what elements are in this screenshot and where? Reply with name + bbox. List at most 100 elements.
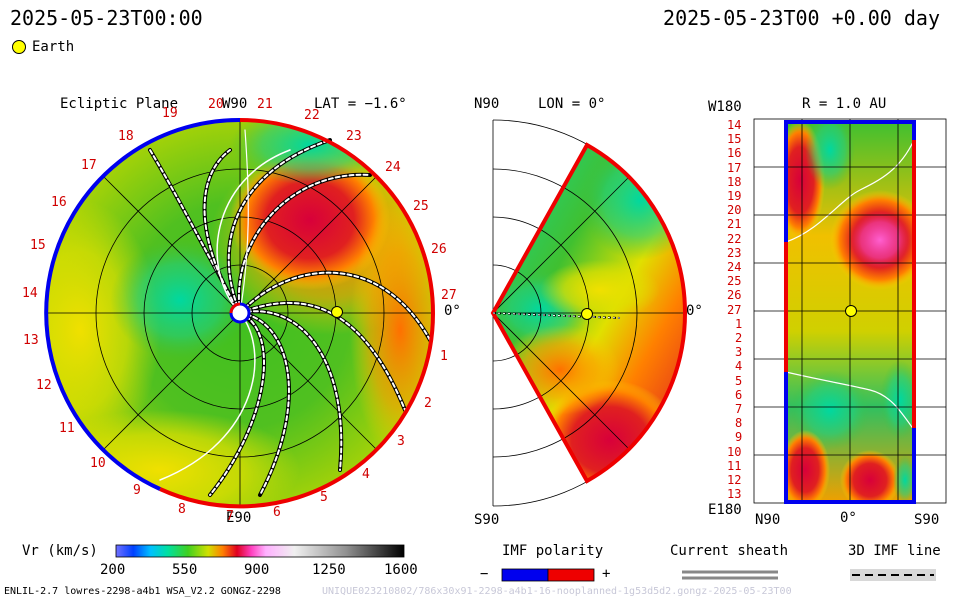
sector-3: 3 bbox=[397, 434, 405, 449]
ecliptic-border-red-lower bbox=[159, 312, 436, 509]
earth-marker-ecliptic bbox=[331, 306, 343, 318]
synoptic-y-label: 24 bbox=[727, 260, 742, 274]
synoptic-y-label: 17 bbox=[727, 160, 742, 175]
sector-16: 16 bbox=[51, 195, 67, 210]
earth-icon bbox=[12, 40, 26, 54]
synoptic-y-label: 12 bbox=[727, 473, 742, 487]
synoptic-y-label: 21 bbox=[727, 217, 742, 232]
ecliptic-top-label: W90 bbox=[222, 96, 248, 112]
synoptic-y-label: 18 bbox=[727, 174, 742, 189]
sector-12: 12 bbox=[36, 378, 52, 393]
synoptic-y-label: 14 bbox=[727, 118, 742, 132]
imf3d-title: 3D IMF line bbox=[848, 543, 941, 559]
sector-14: 14 bbox=[22, 286, 38, 301]
synoptic-y-label: 22 bbox=[727, 231, 742, 246]
synoptic-x-label-s90: S90 bbox=[914, 512, 940, 528]
sector-20: 20 bbox=[208, 97, 224, 112]
imf-minus-label: − bbox=[480, 566, 489, 582]
meridional-right-label: 0° bbox=[686, 303, 703, 319]
sector-9: 9 bbox=[133, 483, 141, 498]
sector-4: 4 bbox=[362, 467, 370, 482]
earth-legend-label: Earth bbox=[32, 39, 75, 55]
meridional-top-label: N90 bbox=[474, 96, 500, 112]
earth-marker-synoptic bbox=[845, 305, 857, 317]
synoptic-y-label: 3 bbox=[735, 345, 743, 360]
sector-1: 1 bbox=[440, 349, 448, 364]
colorbar-tick-1250: 1250 bbox=[312, 562, 346, 578]
synoptic-bottom-left-label: E180 bbox=[708, 502, 742, 518]
sector-26: 26 bbox=[431, 242, 447, 257]
synoptic-y-label: 5 bbox=[735, 373, 743, 388]
sector-13: 13 bbox=[23, 333, 39, 348]
imf-polarity-positive bbox=[547, 568, 595, 582]
synoptic-y-label: 25 bbox=[727, 274, 742, 289]
sector-8: 8 bbox=[178, 502, 186, 517]
synoptic-y-label: 9 bbox=[735, 430, 743, 445]
synoptic-r-label: R = 1.0 AU bbox=[802, 96, 887, 112]
sector-10: 10 bbox=[90, 456, 106, 471]
sector-2: 2 bbox=[424, 396, 432, 411]
meridional-velocity-field bbox=[493, 145, 685, 481]
ecliptic-lat-label: LAT = −1.6° bbox=[314, 96, 407, 112]
sector-17: 17 bbox=[81, 158, 97, 173]
synoptic-y-label: 1 bbox=[735, 316, 743, 331]
sector-25: 25 bbox=[413, 199, 429, 214]
sector-7: 7 bbox=[226, 509, 234, 524]
synoptic-y-label: 6 bbox=[735, 387, 743, 402]
sector-24: 24 bbox=[385, 160, 401, 175]
meridional-bottom-label: S90 bbox=[474, 512, 500, 528]
synoptic-x-label-n90: N90 bbox=[755, 512, 781, 528]
footer-watermark: UNIQUE023210802/786x30x91-2298-a4b1-16-n… bbox=[322, 586, 792, 597]
colorbar-tick-1600: 1600 bbox=[384, 562, 418, 578]
synoptic-y-label: 26 bbox=[727, 288, 742, 303]
left-timestamp: 2025-05-23T00:00 bbox=[10, 6, 203, 30]
synoptic-y-label: 2 bbox=[735, 331, 743, 345]
synoptic-y-label: 16 bbox=[727, 146, 742, 161]
earth-marker-meridional bbox=[581, 308, 593, 320]
sector-21: 21 bbox=[257, 97, 273, 112]
meridional-lon-label: LON = 0° bbox=[538, 96, 606, 112]
right-timestamp: 2025-05-23T00 +0.00 day bbox=[663, 6, 940, 30]
sector-22: 22 bbox=[304, 108, 320, 123]
synoptic-y-label: 7 bbox=[735, 402, 743, 416]
colorbar-tick-900: 900 bbox=[244, 562, 270, 578]
synoptic-y-label: 20 bbox=[727, 203, 742, 218]
imf-plus-label: + bbox=[602, 566, 611, 582]
synoptic-y-label: 10 bbox=[727, 444, 742, 459]
meridional-border bbox=[490, 142, 687, 484]
sector-19: 19 bbox=[162, 106, 178, 121]
imf-polarity-negative bbox=[501, 568, 549, 582]
colorbar-label: Vr (km/s) bbox=[22, 543, 98, 559]
ecliptic-border-blue bbox=[44, 117, 241, 491]
sector-23: 23 bbox=[346, 129, 362, 144]
current-sheath-title: Current sheath bbox=[670, 543, 789, 559]
ecliptic-title: Ecliptic Plane bbox=[60, 96, 179, 112]
sector-15: 15 bbox=[30, 238, 46, 253]
synoptic-y-label: 19 bbox=[727, 189, 742, 203]
ecliptic-right-label: 0° bbox=[444, 303, 461, 319]
synoptic-y-label: 23 bbox=[727, 245, 742, 260]
imf-polarity-title: IMF polarity bbox=[502, 543, 604, 559]
synoptic-y-label: 8 bbox=[735, 416, 743, 431]
ecliptic-border-red-upper bbox=[239, 118, 435, 314]
ecliptic-field-lines bbox=[148, 129, 432, 497]
sector-11: 11 bbox=[59, 421, 75, 436]
synoptic-y-label: 13 bbox=[727, 487, 742, 502]
ecliptic-velocity-field bbox=[47, 120, 433, 506]
sector-5: 5 bbox=[320, 490, 328, 505]
sector-27: 27 bbox=[441, 288, 457, 303]
footer-model-info: ENLIL-2.7 lowres-2298-a4b1 WSA_V2.2 GONG… bbox=[4, 586, 281, 597]
synoptic-y-label: 4 bbox=[735, 359, 743, 374]
vr-colorbar bbox=[115, 544, 405, 558]
colorbar-tick-200: 200 bbox=[100, 562, 126, 578]
synoptic-y-label: 27 bbox=[727, 302, 742, 317]
synoptic-y-label: 15 bbox=[727, 132, 742, 147]
sector-18: 18 bbox=[118, 129, 134, 144]
synoptic-x-label-0: 0° bbox=[840, 510, 857, 526]
colorbar-tick-550: 550 bbox=[172, 562, 198, 578]
sector-6: 6 bbox=[273, 505, 281, 520]
synoptic-y-label: 11 bbox=[727, 458, 742, 473]
synoptic-top-left-label: W180 bbox=[708, 99, 742, 115]
ecliptic-bottom-label: E90 bbox=[226, 510, 252, 526]
